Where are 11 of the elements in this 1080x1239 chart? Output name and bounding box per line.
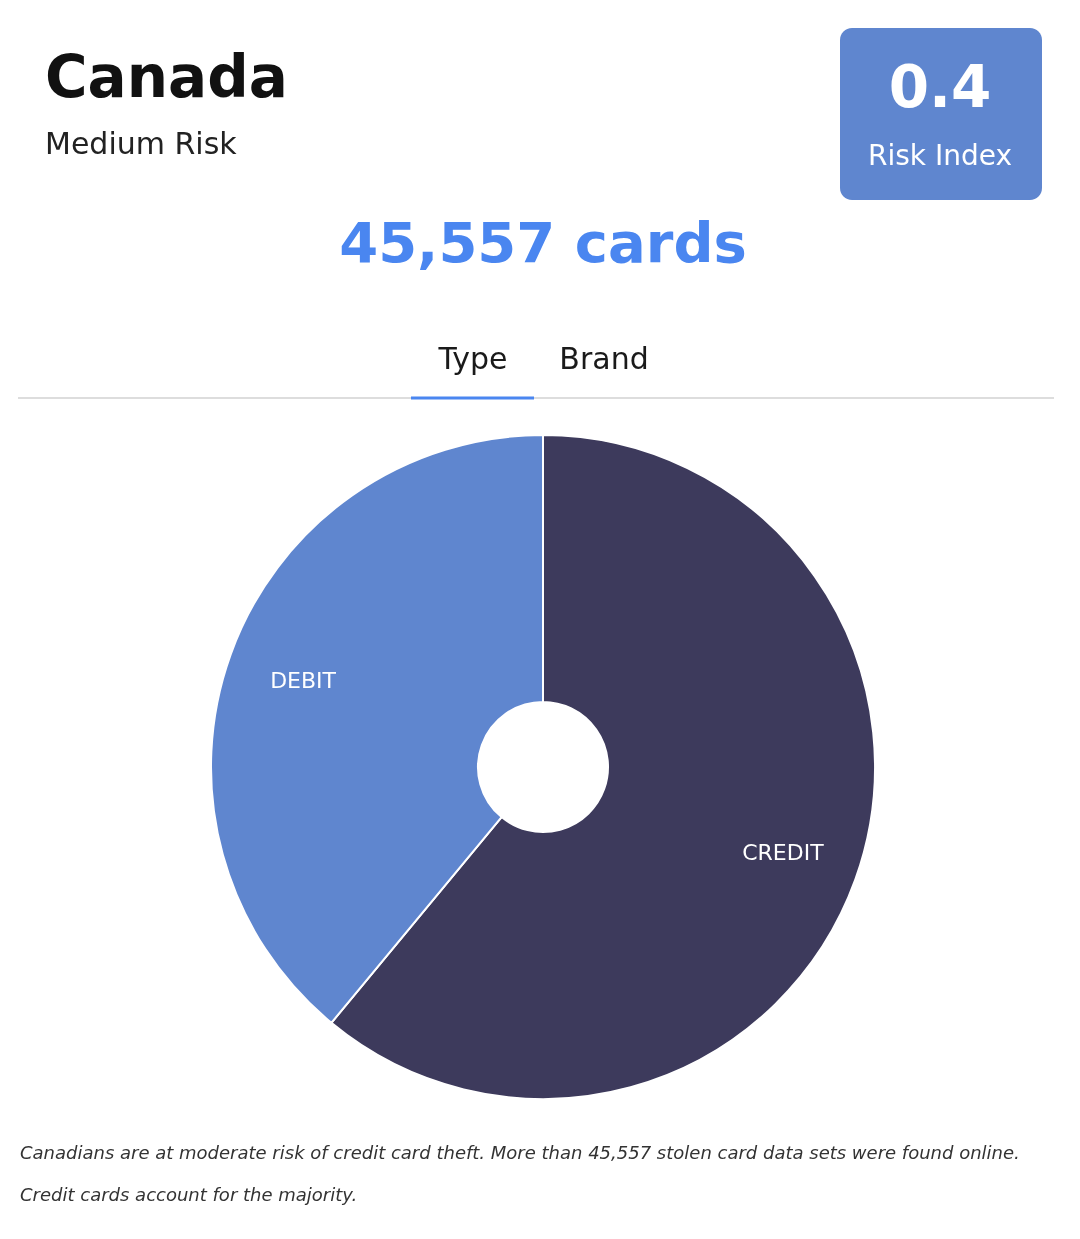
text: Type bbox=[437, 341, 508, 376]
slice-label: DEBIT bbox=[270, 667, 337, 693]
chart-title: Canada bbox=[45, 43, 288, 111]
text: 0.4 bbox=[888, 53, 992, 121]
slice-label: CREDIT bbox=[742, 840, 825, 866]
text: Canadians are at moderate risk of credit card theft. More than 45,557 stolen card data sets were found online. bbox=[20, 1142, 1020, 1163]
text: 45,557 cards bbox=[339, 210, 747, 275]
text: Credit cards account for the majority. bbox=[20, 1184, 358, 1205]
text: Risk Index bbox=[867, 139, 1013, 172]
chart-subtitle: Medium Risk bbox=[45, 126, 238, 161]
text: Brand bbox=[559, 341, 649, 376]
